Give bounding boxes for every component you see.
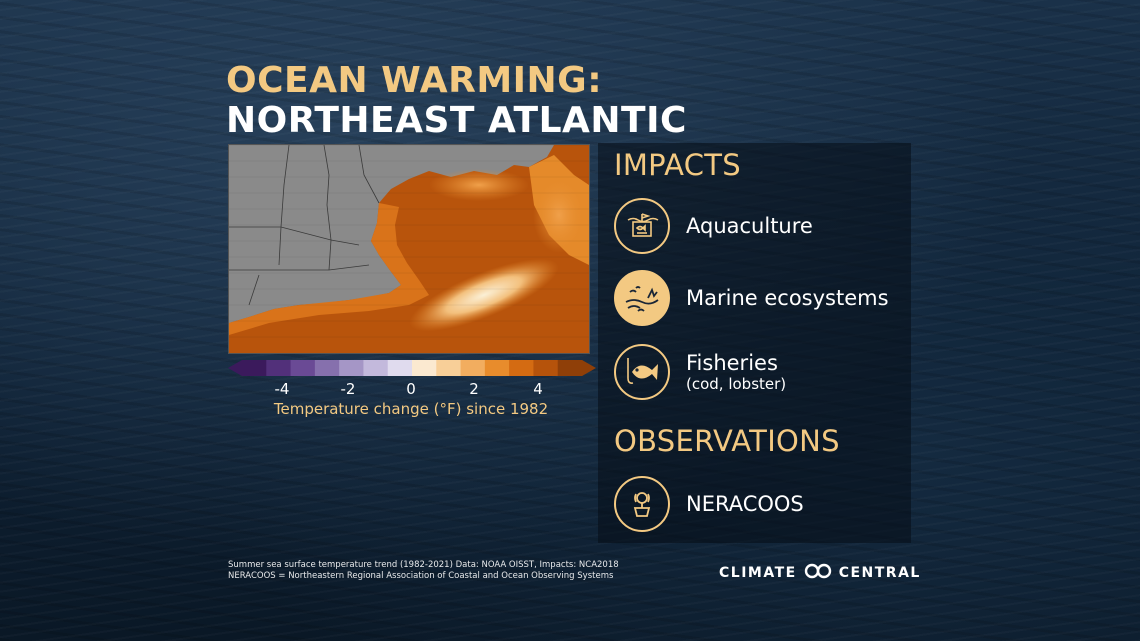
impact-marine-ecosystems: Marine ecosystems <box>614 270 889 326</box>
colorbar-swatch <box>509 360 534 376</box>
map-graphic <box>229 145 589 353</box>
colorbar-swatch <box>484 360 510 376</box>
footnote-line-2: NERACOOS = Northeastern Regional Associa… <box>228 571 614 581</box>
colorbar-tick: -2 <box>340 380 356 398</box>
colorbar-min-arrow <box>228 360 242 376</box>
temperature-trend-map <box>228 144 590 354</box>
observations-heading: OBSERVATIONS <box>614 424 840 458</box>
footnote-line-1: Summer sea surface temperature trend (19… <box>228 560 619 570</box>
colorbar-swatch <box>460 360 486 376</box>
colorbar-swatch <box>339 360 364 376</box>
colorbar-swatch <box>290 360 316 376</box>
impacts-heading: IMPACTS <box>614 148 742 182</box>
colorbar-max-arrow <box>582 360 596 376</box>
impact-fisheries: Fisheries (cod, lobster) <box>614 344 786 400</box>
logo-text-left: CLIMATE <box>719 565 797 581</box>
grid-overlay <box>229 145 589 338</box>
colorbar-swatch <box>314 360 340 376</box>
impact-aquaculture: Aquaculture <box>614 198 813 254</box>
fish-icon <box>614 344 670 400</box>
observation-neracoos: NERACOOS <box>614 476 804 532</box>
impact-sublabel: (cod, lobster) <box>686 375 787 393</box>
colorbar-tick: 4 <box>533 380 543 398</box>
observation-label: NERACOOS <box>686 492 804 516</box>
colorbar-swatch <box>266 360 292 376</box>
central-hotspot <box>409 258 559 332</box>
eastern-hotspot <box>533 177 585 253</box>
logo-mark-icon <box>803 563 833 583</box>
climate-central-logo: CLIMATE CENTRAL <box>719 563 921 583</box>
impact-label: Aquaculture <box>686 214 813 238</box>
marine-ecosystems-icon <box>614 270 670 326</box>
colorbar-swatch <box>533 360 559 376</box>
colorbar-swatch <box>363 360 389 376</box>
impact-label: Fisheries <box>686 351 778 375</box>
impact-label: Marine ecosystems <box>686 286 889 310</box>
title-line-1: OCEAN WARMING: <box>226 60 603 101</box>
colorbar-swatch <box>242 360 267 376</box>
colorbar-swatch <box>412 360 437 376</box>
coastal-warming-band <box>229 203 429 335</box>
buoy-icon <box>614 476 670 532</box>
logo-text-right: CENTRAL <box>838 565 921 581</box>
state-borders <box>229 145 380 306</box>
title-line-2: NORTHEAST ATLANTIC <box>226 100 687 141</box>
colorbar-tick: 2 <box>469 380 479 398</box>
colorbar-tick: -4 <box>274 380 290 398</box>
colorbar-swatch <box>387 360 413 376</box>
colorbar-swatch <box>557 360 583 376</box>
colorbar-swatch <box>436 360 462 376</box>
northern-hotspot <box>429 169 529 201</box>
colorbar <box>228 360 596 376</box>
colorbar-tick: 0 <box>406 380 416 398</box>
aquaculture-icon <box>614 198 670 254</box>
colorbar-label: Temperature change (°F) since 1982 <box>273 400 549 418</box>
